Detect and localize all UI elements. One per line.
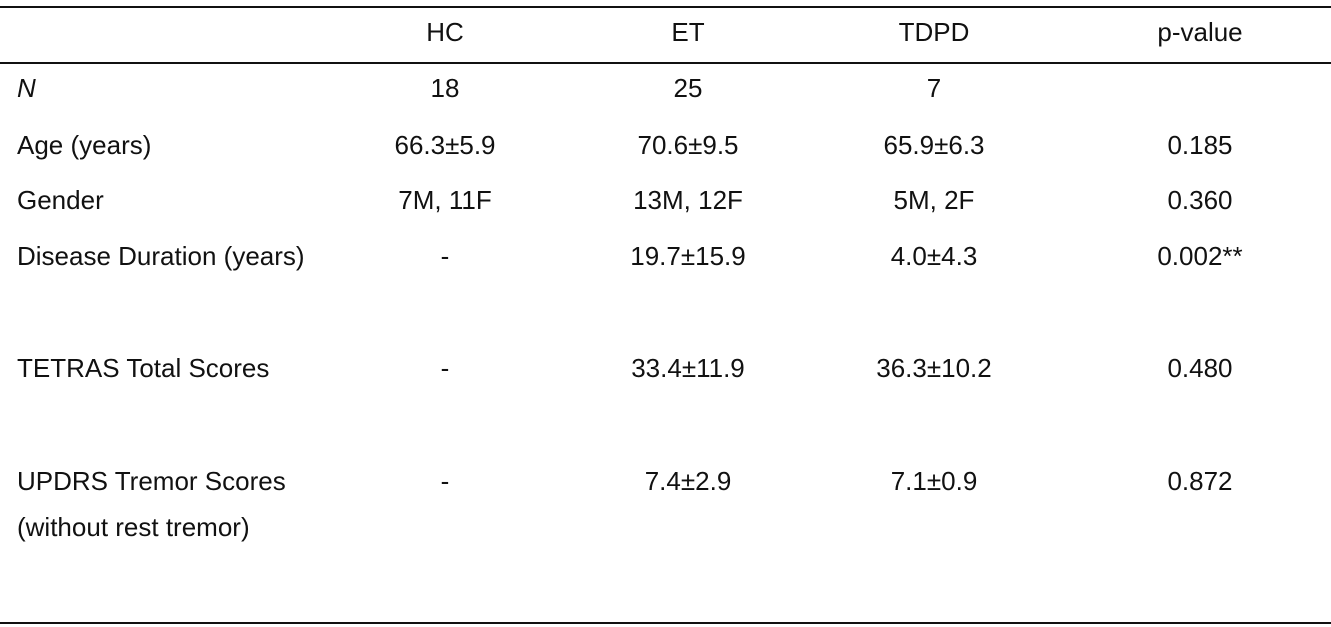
table-cell: 18 — [430, 73, 460, 103]
column-header: p-value — [1157, 17, 1243, 47]
table-cell: 7.1±0.9 — [890, 466, 978, 496]
table-cell: 36.3±10.2 — [876, 353, 992, 383]
bottom-rule — [0, 622, 1331, 624]
table-cell: 19.7±15.9 — [630, 241, 746, 271]
table-cell: 65.9±6.3 — [883, 130, 985, 160]
column-header: TDPD — [898, 17, 970, 47]
table-cell: 0.185 — [1167, 130, 1233, 160]
table-cell: 70.6±9.5 — [637, 130, 739, 160]
row-label: Age (years) — [17, 130, 152, 160]
column-header: HC — [426, 17, 464, 47]
row-label: N — [17, 73, 36, 103]
table-cell: 7 — [926, 73, 942, 103]
table-cell: 33.4±11.9 — [631, 353, 745, 383]
table-cell: 0.360 — [1167, 185, 1233, 215]
row-label: Disease Duration (years) — [17, 241, 305, 271]
table-cell: 7M, 11F — [398, 185, 492, 215]
table-cell: 5M, 2F — [893, 185, 975, 215]
table-cell: - — [440, 466, 450, 496]
table-cell: 13M, 12F — [633, 185, 743, 215]
table-cell: 0.872 — [1167, 466, 1233, 496]
table-cell: 66.3±5.9 — [394, 130, 496, 160]
row-label: UPDRS Tremor Scores (without rest tremor… — [17, 466, 286, 542]
header-rule — [0, 62, 1331, 64]
column-header: ET — [671, 17, 705, 47]
table-cell: 0.480 — [1167, 353, 1233, 383]
row-label: TETRAS Total Scores — [17, 353, 270, 383]
table-cell: 0.002** — [1157, 241, 1243, 271]
table-cell: 4.0±4.3 — [890, 241, 978, 271]
table-cell: 25 — [673, 73, 703, 103]
top-rule — [0, 6, 1331, 8]
table-cell: 7.4±2.9 — [644, 466, 732, 496]
table-cell: - — [440, 353, 450, 383]
row-label: Gender — [17, 185, 104, 215]
table-cell: - — [440, 241, 450, 271]
